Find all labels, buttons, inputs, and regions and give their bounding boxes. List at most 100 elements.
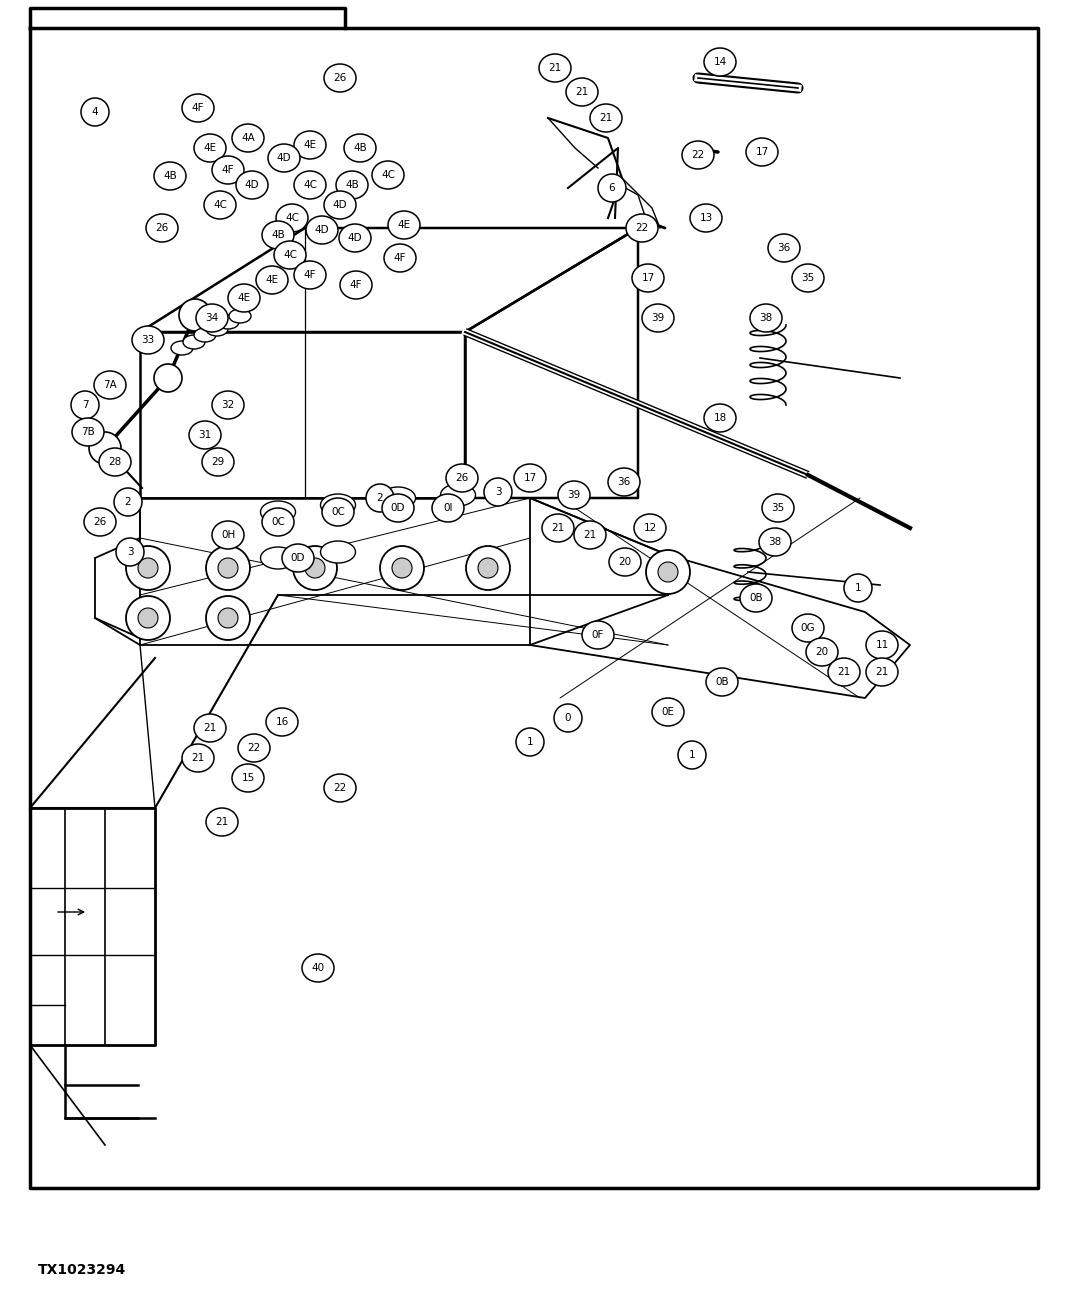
Ellipse shape [344,134,376,162]
Circle shape [305,558,325,579]
Ellipse shape [866,658,898,686]
Text: 2: 2 [125,497,131,507]
Ellipse shape [217,315,239,329]
Ellipse shape [182,744,214,772]
Text: 6: 6 [608,183,615,192]
Ellipse shape [750,304,782,332]
Circle shape [547,60,563,75]
Text: 1: 1 [855,582,861,593]
Ellipse shape [806,638,838,666]
Ellipse shape [382,494,414,523]
Text: 22: 22 [247,744,260,753]
Text: 4B: 4B [353,143,367,153]
Ellipse shape [266,708,298,736]
Ellipse shape [256,266,288,294]
Text: 3: 3 [127,547,133,556]
Text: 22: 22 [333,783,346,793]
Text: 40: 40 [312,963,325,972]
Text: 26: 26 [94,517,106,526]
Circle shape [180,299,211,332]
Text: 21: 21 [584,530,597,540]
Ellipse shape [212,156,244,185]
Text: 4: 4 [91,107,98,117]
Text: 26: 26 [156,224,169,233]
Ellipse shape [516,728,544,757]
Ellipse shape [844,575,872,602]
Circle shape [456,472,468,484]
Ellipse shape [610,549,641,576]
Text: 21: 21 [875,667,889,677]
Text: 15: 15 [242,774,255,783]
Ellipse shape [114,488,142,516]
Text: 0D: 0D [390,503,405,514]
Ellipse shape [182,94,214,122]
Ellipse shape [447,469,477,488]
Ellipse shape [206,322,228,335]
Circle shape [218,608,238,628]
Circle shape [658,562,678,582]
Ellipse shape [206,809,238,836]
Ellipse shape [320,494,356,516]
Circle shape [646,550,690,594]
Ellipse shape [293,261,326,289]
Text: 21: 21 [548,62,561,73]
Ellipse shape [194,134,226,162]
Ellipse shape [194,714,226,742]
Ellipse shape [81,98,109,126]
Ellipse shape [828,658,860,686]
Text: 21: 21 [600,113,613,124]
Ellipse shape [276,204,309,231]
Text: 4D: 4D [347,233,362,243]
Ellipse shape [282,543,314,572]
Ellipse shape [196,304,228,332]
Text: 22: 22 [691,150,704,160]
Text: 0H: 0H [220,530,235,540]
Circle shape [206,595,250,640]
Ellipse shape [381,488,416,510]
Ellipse shape [306,216,338,244]
Ellipse shape [514,464,546,491]
Ellipse shape [171,341,194,355]
Text: 17: 17 [524,473,536,484]
Text: 21: 21 [215,816,229,827]
Ellipse shape [212,391,244,419]
Ellipse shape [72,419,104,446]
Ellipse shape [322,498,354,527]
Ellipse shape [202,448,234,476]
Circle shape [478,558,498,579]
Ellipse shape [146,214,178,242]
Ellipse shape [792,264,825,292]
Text: 4E: 4E [398,220,411,230]
Text: 33: 33 [142,335,155,345]
Text: 21: 21 [551,523,564,533]
Text: 0D: 0D [290,552,305,563]
Ellipse shape [260,547,296,569]
Text: 29: 29 [212,458,225,467]
Text: 4D: 4D [276,153,291,162]
Text: 7: 7 [82,400,88,410]
Ellipse shape [116,538,144,566]
Ellipse shape [274,240,306,269]
Text: 34: 34 [205,313,218,322]
Ellipse shape [792,614,825,642]
Text: 0C: 0C [331,507,345,517]
Ellipse shape [626,214,658,242]
Ellipse shape [293,172,326,199]
Ellipse shape [740,584,772,612]
Circle shape [138,558,158,579]
Text: 4D: 4D [332,200,347,211]
Ellipse shape [539,55,571,82]
Text: 26: 26 [456,473,469,484]
Text: 22: 22 [635,224,648,233]
Ellipse shape [598,174,626,202]
Ellipse shape [94,370,126,399]
Ellipse shape [339,224,371,252]
Text: 4C: 4C [283,250,297,260]
Ellipse shape [340,270,372,299]
Text: 32: 32 [221,400,234,410]
Circle shape [206,546,250,590]
Text: 26: 26 [333,73,346,83]
Circle shape [598,111,614,126]
Text: 14: 14 [714,57,727,68]
Text: 36: 36 [777,243,790,254]
